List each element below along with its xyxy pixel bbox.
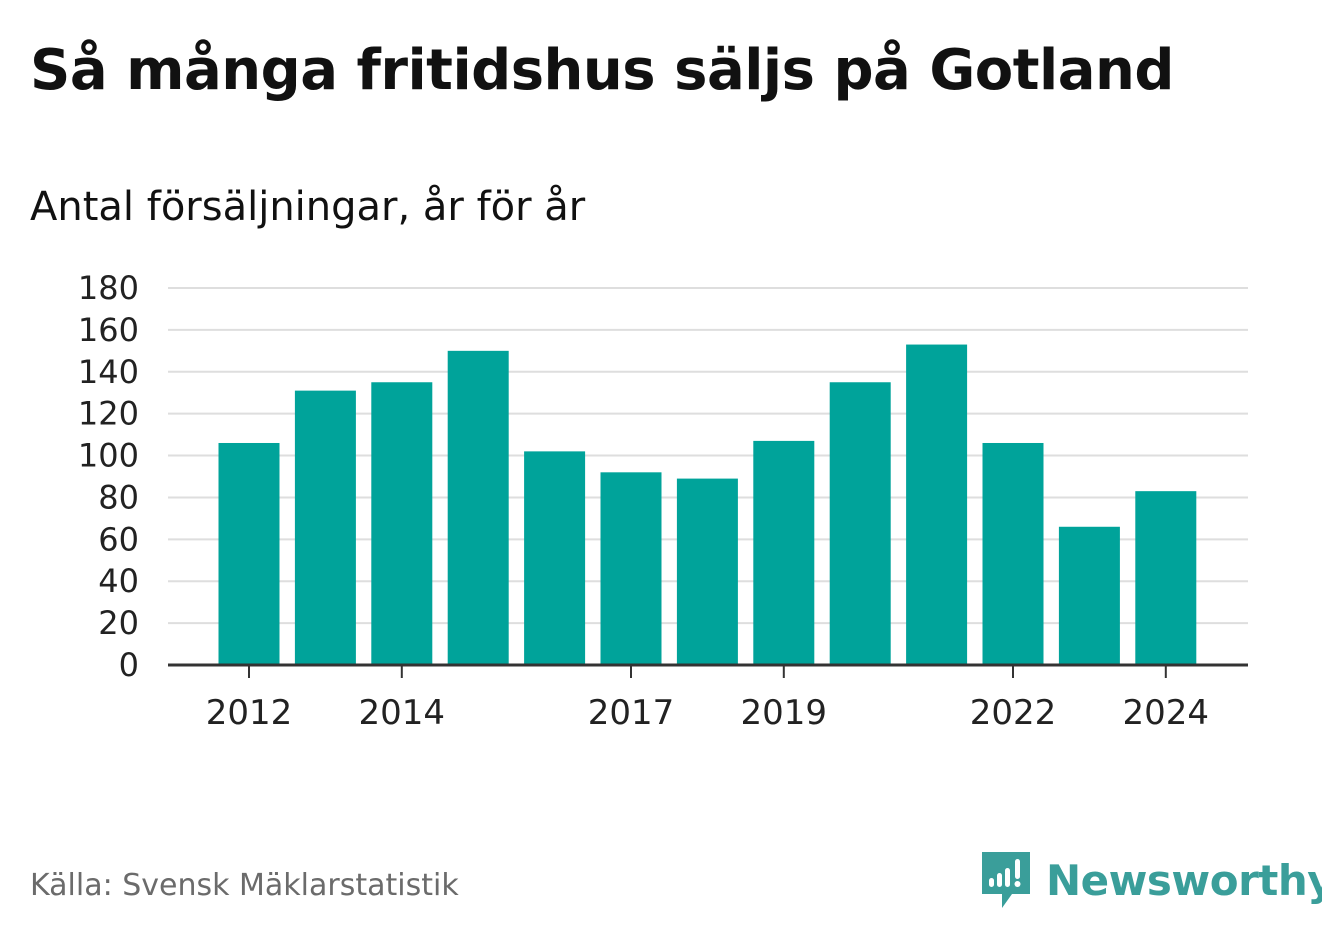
bar-2017 bbox=[600, 472, 662, 665]
x-tick-label: 2014 bbox=[359, 693, 446, 733]
bar-2014 bbox=[371, 382, 433, 665]
x-tick-label: 2022 bbox=[970, 693, 1057, 733]
y-tick-label: 60 bbox=[98, 520, 139, 558]
bar-2019 bbox=[753, 440, 815, 665]
newsworthy-logo-icon bbox=[982, 852, 1030, 908]
y-tick-label: 0 bbox=[119, 646, 139, 684]
bar-2016 bbox=[524, 451, 586, 665]
y-tick-label: 40 bbox=[98, 562, 139, 600]
x-tick-label: 2024 bbox=[1123, 693, 1210, 733]
y-tick-label: 140 bbox=[78, 353, 139, 391]
bar-2018 bbox=[676, 478, 738, 665]
brand-name: Newsworthy bbox=[1046, 855, 1322, 905]
bar-2024 bbox=[1135, 491, 1197, 665]
y-tick-label: 120 bbox=[78, 395, 139, 433]
bar-2023 bbox=[1058, 526, 1120, 665]
y-tick-label: 180 bbox=[78, 269, 139, 307]
bars bbox=[218, 344, 1197, 665]
x-tick-label: 2019 bbox=[741, 693, 828, 733]
bar-2015 bbox=[447, 350, 509, 665]
bar-2021 bbox=[906, 344, 968, 665]
y-tick-label: 160 bbox=[78, 311, 139, 349]
brand-logo[interactable]: Newsworthy bbox=[980, 850, 1322, 910]
chart-title: Så många fritidshus säljs på Gotland bbox=[30, 38, 1174, 103]
chart-subtitle: Antal försäljningar, år för år bbox=[30, 184, 586, 230]
bar-2013 bbox=[294, 390, 356, 665]
bar-2012 bbox=[218, 442, 280, 665]
y-tick-label: 100 bbox=[78, 437, 139, 475]
bar-2020 bbox=[829, 382, 891, 665]
y-tick-label: 80 bbox=[98, 478, 139, 516]
bar-2022 bbox=[982, 442, 1044, 665]
axes bbox=[168, 663, 1248, 678]
x-tick-label: 2017 bbox=[588, 693, 675, 733]
x-tick-label: 2012 bbox=[206, 693, 293, 733]
y-tick-label: 20 bbox=[98, 604, 139, 642]
source-note: Källa: Svensk Mäklarstatistik bbox=[30, 868, 459, 903]
